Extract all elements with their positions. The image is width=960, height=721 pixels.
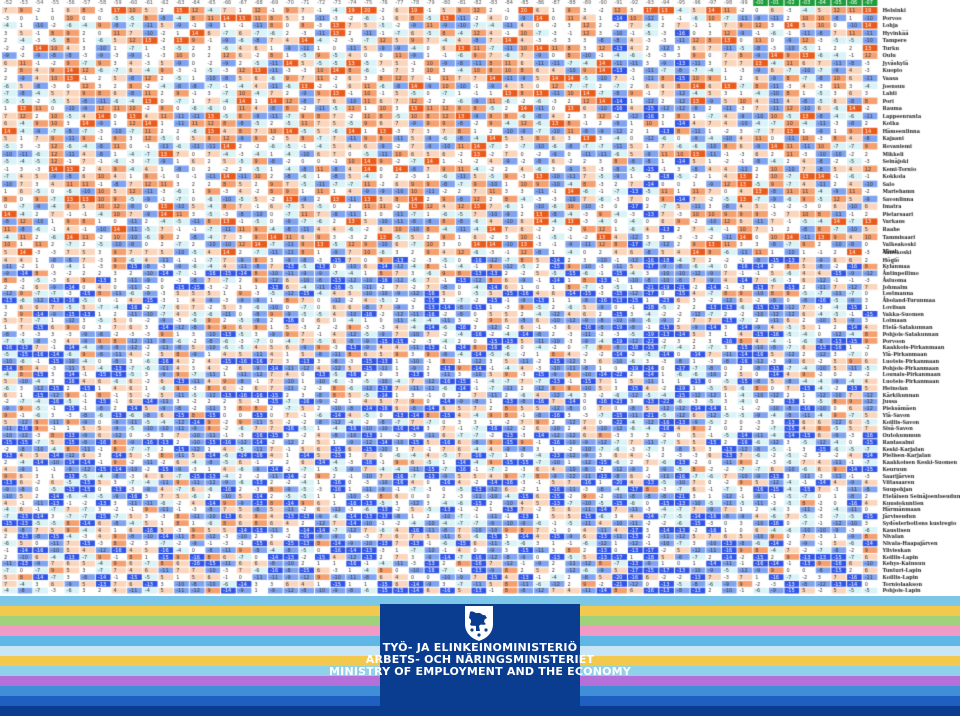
stripe-band [0,596,960,606]
regional-heatmap-table [0,0,960,596]
ministry-name-sv: ARBETS- OCH NÄRINGSMINISTERIET [365,653,595,666]
ministry-name-en: MINISTRY OF EMPLOYMENT AND THE ECONOMY [329,665,631,678]
finnish-lion-crest-icon [465,606,493,641]
ministry-name: TYÖ- JA ELINKEINOMINISTERIÖ ARBETS- OCH … [0,642,960,678]
ministry-name-fi: TYÖ- JA ELINKEINOMINISTERIÖ [382,641,578,654]
